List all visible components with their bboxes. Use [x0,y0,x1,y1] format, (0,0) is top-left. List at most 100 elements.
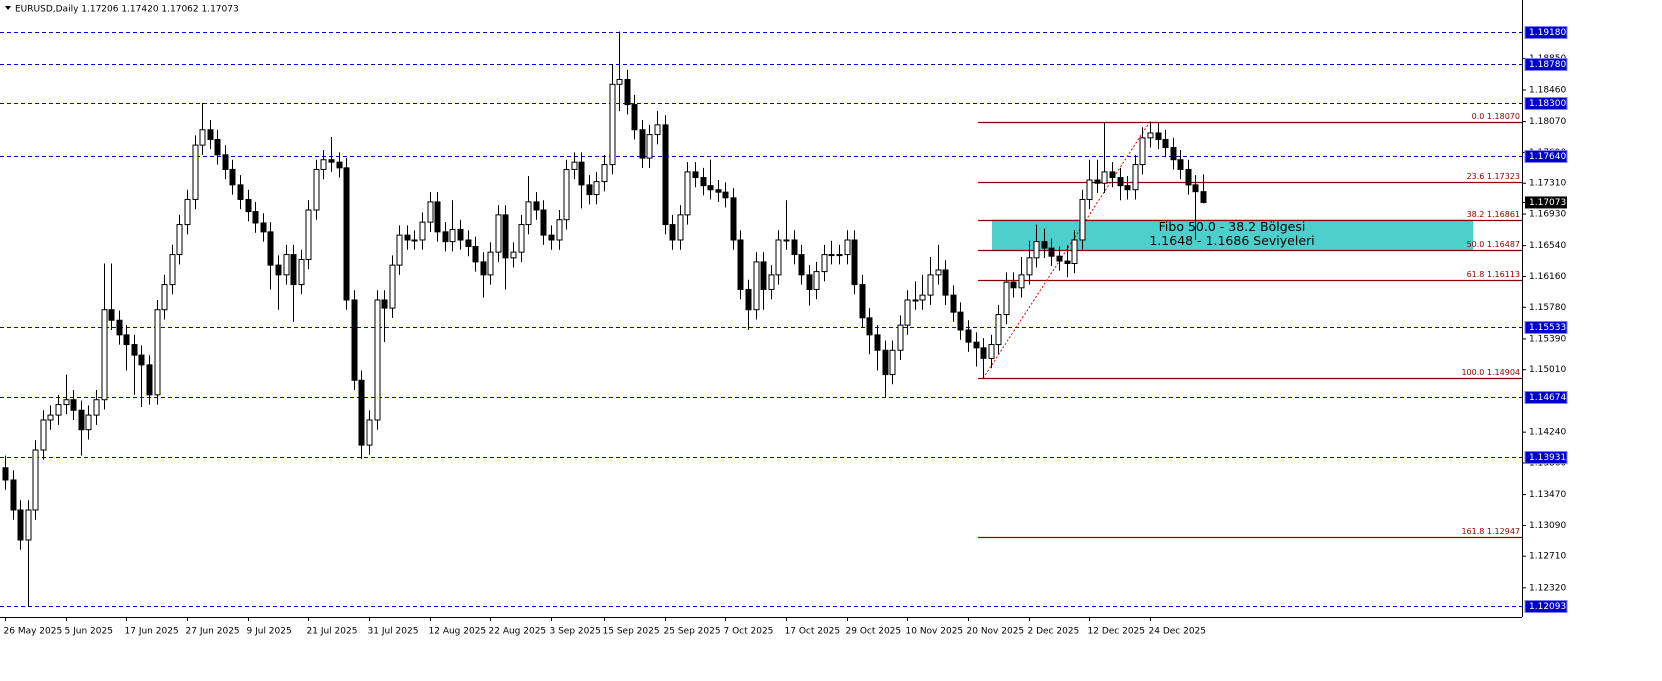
y-tick-label: 1.17310 [1529,179,1566,189]
candle-body [1094,179,1101,184]
x-tick-label: 17 Oct 2025 [785,627,841,637]
y-tick-label: 1.13090 [1529,521,1566,531]
candle-body [700,177,707,187]
candle-body [138,354,145,366]
x-tick-label: 21 Jul 2025 [307,627,358,637]
candle-body [1192,184,1199,193]
candle-body [1079,198,1086,241]
candle-body [957,311,964,331]
candle-body [1064,260,1071,265]
fib-label: 0.0 1.18070 [1472,112,1520,121]
y-tick-label: 1.14240 [1529,428,1566,438]
candle-body [950,294,957,313]
level-box [1524,451,1568,464]
candle-body [184,198,191,226]
menu-triangle[interactable] [5,6,11,10]
candle-body [866,317,873,336]
candle-body [722,191,729,199]
candle-body [32,449,39,511]
x-tick-label: 3 Sep 2025 [550,627,601,637]
candle-body [343,167,350,301]
candle-body [207,129,214,140]
candle-body [995,314,1002,346]
candle-body [806,274,813,290]
x-tick-label: 25 Sep 2025 [664,627,721,637]
candle-body [222,154,229,170]
candle-body [919,294,926,301]
candle-body [320,159,327,170]
candle-body [692,171,699,179]
y-tick-label: 1.16540 [1529,241,1566,251]
candle-body [563,168,570,221]
candle-body [85,414,92,431]
candle-body [305,209,312,260]
fib-label: 38.2 1.16861 [1467,210,1520,219]
level-box [1524,600,1568,613]
level-label: 1.14674 [1529,393,1566,403]
candle-body [753,261,760,311]
candle-body [836,254,843,257]
candle-body [1018,274,1025,289]
candle-body [1010,281,1017,289]
candle-body [646,134,653,159]
candle-body [131,344,138,356]
candle-body [396,234,403,266]
candle-body [93,399,100,416]
current-price-label: 1.17073 [1529,198,1566,208]
candle-body [1147,132,1154,139]
candle-body [783,239,790,242]
candle-body [912,299,919,302]
candle-body [768,274,775,290]
candle-body [55,404,62,416]
candle-body [465,239,472,247]
x-tick-label: 10 Nov 2025 [906,627,964,637]
candle-body [161,284,168,311]
candle-body [381,299,388,309]
candle-body [1003,281,1010,316]
candle-body [586,184,593,196]
candle-body [525,201,532,226]
candle-body [419,221,426,241]
candle-body [813,271,820,290]
fib-label: 61.8 1.16113 [1467,270,1520,279]
candle-body [1155,132,1162,140]
candle-body [176,224,183,256]
candle-body [1177,159,1184,170]
candle-body [199,129,206,146]
candle-body [351,299,358,381]
candle-body [389,264,396,309]
y-tick-label: 1.13470 [1529,490,1566,500]
candle-body [745,288,752,311]
candle-body [47,414,54,421]
candle-body [791,239,798,256]
candle-body [442,231,449,243]
level-box [1524,321,1568,334]
candle-body [290,254,297,286]
candle-body [935,269,942,276]
y-tick-label: 1.16160 [1529,272,1566,282]
candle-body [480,261,487,276]
x-tick-label: 17 Jun 2025 [125,627,179,637]
candle-body [495,214,502,253]
x-tick-label: 12 Aug 2025 [429,627,487,637]
candle-body [336,161,343,169]
candle-body [1117,177,1124,187]
level-label: 1.18300 [1529,99,1566,109]
candle-body [775,239,782,276]
candle-body [548,234,555,241]
x-tick-label: 22 Aug 2025 [489,627,547,637]
candle-body [298,258,305,286]
candle-body [601,164,608,183]
level-label: 1.13931 [1529,453,1566,463]
candle-body [942,269,949,296]
y-tick-label: 1.18460 [1529,85,1566,95]
candle-body [760,261,767,290]
x-tick-label: 24 Dec 2025 [1149,627,1207,637]
candle-body [411,239,418,242]
candle-body [540,209,547,236]
plot-area [0,31,1522,607]
x-tick-label: 26 May 2025 [4,627,63,637]
candle-body [821,254,828,273]
candle-body [1162,138,1169,149]
